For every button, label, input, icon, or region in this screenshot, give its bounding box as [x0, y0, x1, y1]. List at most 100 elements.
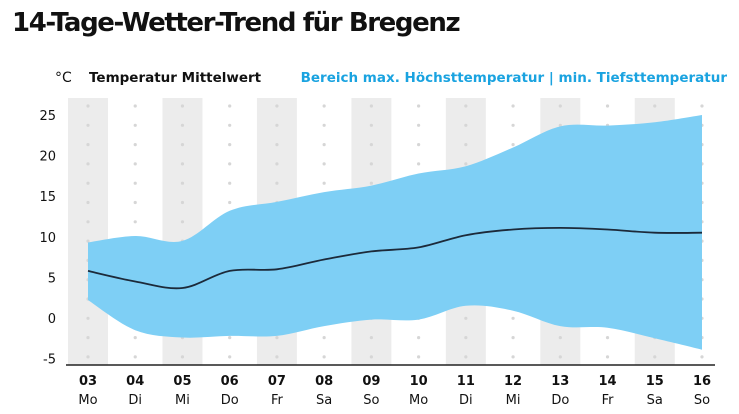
mean-point: [559, 227, 561, 229]
mean-line-path: [87, 226, 703, 290]
grid-dot: [133, 123, 137, 127]
y-tick-label: 15: [39, 190, 56, 205]
grid-dot: [417, 162, 421, 166]
x-tick-weekday: So: [363, 393, 379, 408]
x-tick-weekday: Mo: [78, 393, 97, 408]
grid-dot: [322, 355, 326, 359]
mean-point: [323, 259, 325, 261]
x-tick-day: 12: [504, 374, 522, 389]
x-tick-day: 09: [362, 374, 380, 389]
grid-dot: [322, 336, 326, 340]
grid-dot: [322, 104, 326, 108]
grid-dot: [369, 123, 373, 127]
grid-dot: [322, 143, 326, 147]
grid-dot: [133, 200, 137, 205]
x-tick-day: 14: [598, 374, 616, 389]
x-tick-day: 03: [79, 374, 97, 389]
y-tick-label: -5: [43, 353, 56, 368]
y-tick-label: 5: [48, 271, 56, 286]
grid-dot: [369, 104, 373, 108]
grid-dot: [417, 355, 421, 359]
x-tick-weekday: So: [694, 393, 710, 408]
grid-dot: [133, 220, 137, 224]
grid-dot: [605, 336, 610, 340]
grid-dot: [417, 336, 421, 340]
grid-dot: [417, 123, 421, 127]
x-tick-day: 11: [457, 374, 475, 389]
grid-dot: [180, 355, 185, 359]
grid-dot: [228, 104, 232, 108]
mean-point: [607, 228, 609, 230]
x-tick-day: 07: [268, 374, 286, 389]
x-tick-weekday: Mo: [409, 393, 428, 408]
grid-dot: [86, 104, 90, 108]
grid-dot: [228, 355, 232, 359]
grid-dot: [605, 104, 610, 108]
grid-dot: [369, 336, 373, 340]
mean-point: [229, 270, 231, 272]
mean-point: [276, 268, 278, 270]
grid-dot: [275, 181, 279, 185]
grid-dot: [86, 220, 90, 224]
grid-dot: [322, 181, 326, 185]
grid-dot: [228, 143, 232, 147]
grid-dot: [511, 316, 515, 320]
grid-dot: [86, 336, 90, 340]
y-axis-unit: °C: [55, 70, 72, 86]
x-tick-weekday: Sa: [647, 393, 663, 408]
grid-dot: [180, 181, 185, 185]
grid-dot: [464, 355, 468, 359]
mean-point: [512, 228, 514, 230]
mean-point: [701, 232, 703, 234]
grid-dot: [369, 181, 373, 185]
grid-dot: [275, 355, 279, 359]
day-stripe: [68, 98, 108, 365]
y-tick-label: 25: [39, 109, 56, 124]
grid-dot: [417, 104, 421, 108]
grid-dot: [275, 104, 279, 108]
grid-dot: [605, 355, 610, 359]
grid-dot: [511, 336, 515, 340]
grid-dot: [558, 123, 562, 127]
grid-dot: [133, 355, 137, 359]
y-tick-label: 20: [39, 150, 56, 165]
grid-dot: [133, 104, 137, 108]
grid-dot: [86, 123, 90, 127]
x-tick-weekday: Sa: [316, 393, 332, 408]
grid-dot: [322, 123, 326, 127]
grid-dot: [228, 336, 232, 340]
x-tick-day: 04: [126, 374, 144, 389]
grid-dot: [700, 104, 704, 108]
grid-dot: [322, 162, 326, 166]
x-tick-day: 13: [551, 374, 569, 389]
grid-dot: [86, 162, 90, 166]
grid-dot: [511, 123, 515, 127]
x-tick-weekday: Do: [221, 393, 239, 408]
grid-dot: [86, 200, 90, 205]
grid-dot: [228, 162, 232, 166]
grid-dot: [86, 239, 90, 243]
grid-dot: [275, 123, 279, 127]
grid-dot: [464, 123, 468, 127]
grid-dot: [133, 143, 137, 147]
grid-dot: [180, 143, 185, 147]
mean-point: [465, 234, 467, 236]
x-tick-day: 06: [221, 374, 239, 389]
legend-range-label: Bereich max. Höchsttemperatur | min. Tie…: [300, 70, 727, 86]
grid-dot: [653, 355, 657, 359]
grid-dot: [464, 104, 468, 108]
x-tick-day: 15: [646, 374, 664, 389]
x-tick-day: 16: [693, 374, 711, 389]
grid-dot: [275, 336, 279, 340]
y-tick-label: 10: [39, 231, 56, 246]
grid-dot: [700, 355, 704, 359]
grid-dot: [511, 104, 515, 108]
temperature-range-band: [88, 115, 702, 350]
range-band-area: [88, 115, 702, 350]
grid-dot: [369, 162, 373, 166]
grid-dot: [86, 316, 90, 320]
x-tick-weekday: Do: [551, 393, 569, 408]
grid-dot: [228, 123, 232, 127]
grid-dot: [86, 181, 90, 185]
